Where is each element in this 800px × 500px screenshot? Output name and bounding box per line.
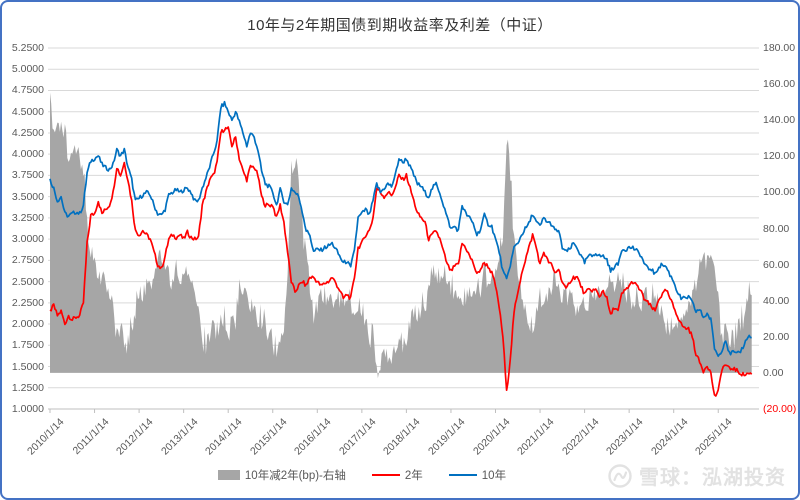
left-axis-tick-label: 2.2500 xyxy=(11,296,44,309)
red-line-swatch-icon xyxy=(371,474,400,476)
legend-label-spread: 10年减2年(bp)-右轴 xyxy=(244,470,346,482)
left-axis-tick-label: 5.2500 xyxy=(11,42,44,54)
x-axis-tick-label: 2023/1/14 xyxy=(604,416,646,458)
left-axis-tick-label: 3.7500 xyxy=(11,169,44,182)
watermark: 雪球：泓湖投资 xyxy=(607,461,786,490)
left-axis-tick-label: 3.5000 xyxy=(11,190,44,203)
left-axis-tick-label: 2.0000 xyxy=(11,318,44,331)
x-axis-tick-label: 2010/1/14 xyxy=(24,416,67,458)
right-axis-tick-label: 120.00 xyxy=(763,150,796,163)
right-axis-tick-label: 180.00 xyxy=(763,42,796,54)
x-axis-tick-label: 2012/1/14 xyxy=(114,416,156,458)
legend-item-10y: 10年 xyxy=(448,467,507,483)
legend: 10年减2年(bp)-右轴 2年 10年 xyxy=(2,467,722,483)
x-axis-tick-label: 2021/1/14 xyxy=(515,416,557,458)
x-axis-tick-label: 2016/1/14 xyxy=(292,416,334,458)
right-axis-tick-label: 20.00 xyxy=(763,330,790,343)
left-axis-tick-label: 1.5000 xyxy=(11,360,44,373)
x-axis-tick-label: 2019/1/14 xyxy=(425,416,468,458)
x-axis-tick-label: 2022/1/14 xyxy=(559,416,602,458)
x-axis-tick-label: 2018/1/14 xyxy=(381,416,423,458)
x-axis-tick-label: 2024/1/14 xyxy=(648,416,691,458)
left-axis-tick-label: 2.5000 xyxy=(11,275,44,288)
left-axis-tick-label: 3.0000 xyxy=(11,233,44,246)
left-axis-tick-label: 4.2500 xyxy=(11,126,44,139)
left-axis-tick-label: 4.5000 xyxy=(11,105,44,118)
spread-area-swatch-icon xyxy=(217,470,240,480)
right-axis-tick-label: (20.00) xyxy=(763,403,797,415)
x-axis-tick-label: 2013/1/14 xyxy=(158,416,201,458)
right-axis-tick-label: 40.00 xyxy=(763,294,790,307)
x-axis-tick-label: 2011/1/14 xyxy=(70,416,112,457)
right-axis-tick-label: 60.00 xyxy=(763,258,790,271)
right-axis-tick-label: 140.00 xyxy=(763,114,796,127)
legend-item-2y: 2年 xyxy=(371,467,423,483)
blue-line-swatch-icon xyxy=(448,474,477,476)
x-axis-tick-label: 2017/1/14 xyxy=(336,416,379,458)
left-axis-tick-label: 4.7500 xyxy=(11,84,44,97)
plot-area xyxy=(48,47,759,413)
left-axis-tick-label: 4.0000 xyxy=(11,148,44,161)
right-axis-tick-label: 160.00 xyxy=(763,78,796,91)
left-axis-tick-label: 2.7500 xyxy=(11,254,44,267)
x-axis-tick-label: 2020/1/14 xyxy=(470,416,512,458)
line-series-10y xyxy=(49,100,752,358)
x-axis-tick-label: 2014/1/14 xyxy=(203,416,245,458)
chart-title: 10年与2年期国债到期收益率及利差（中证） xyxy=(247,17,553,34)
left-axis-tick-label: 1.7500 xyxy=(11,339,44,352)
x-axis-tick-label: 2015/1/14 xyxy=(247,416,290,458)
legend-item-spread: 10年减2年(bp)-右轴 xyxy=(217,467,346,483)
left-axis-tick-label: 1.0000 xyxy=(11,403,44,415)
legend-label-10y: 10年 xyxy=(481,470,507,482)
xueqiu-snowball-logo-icon xyxy=(608,463,632,488)
spread-area-series xyxy=(50,92,752,379)
right-axis-tick-label: 80.00 xyxy=(763,222,790,235)
x-axis-tick-label: 2025/1/14 xyxy=(693,416,735,458)
legend-label-2y: 2年 xyxy=(404,470,423,482)
left-axis-tick-label: 5.0000 xyxy=(11,63,44,76)
watermark-text: 雪球：泓湖投资 xyxy=(639,467,786,489)
left-axis-tick-label: 3.2500 xyxy=(11,211,44,224)
left-axis-tick-label: 1.2500 xyxy=(11,381,44,394)
right-axis-tick-label: 0.00 xyxy=(763,366,784,379)
line-series-2y xyxy=(49,126,753,397)
right-axis-tick-label: 100.00 xyxy=(763,186,796,199)
